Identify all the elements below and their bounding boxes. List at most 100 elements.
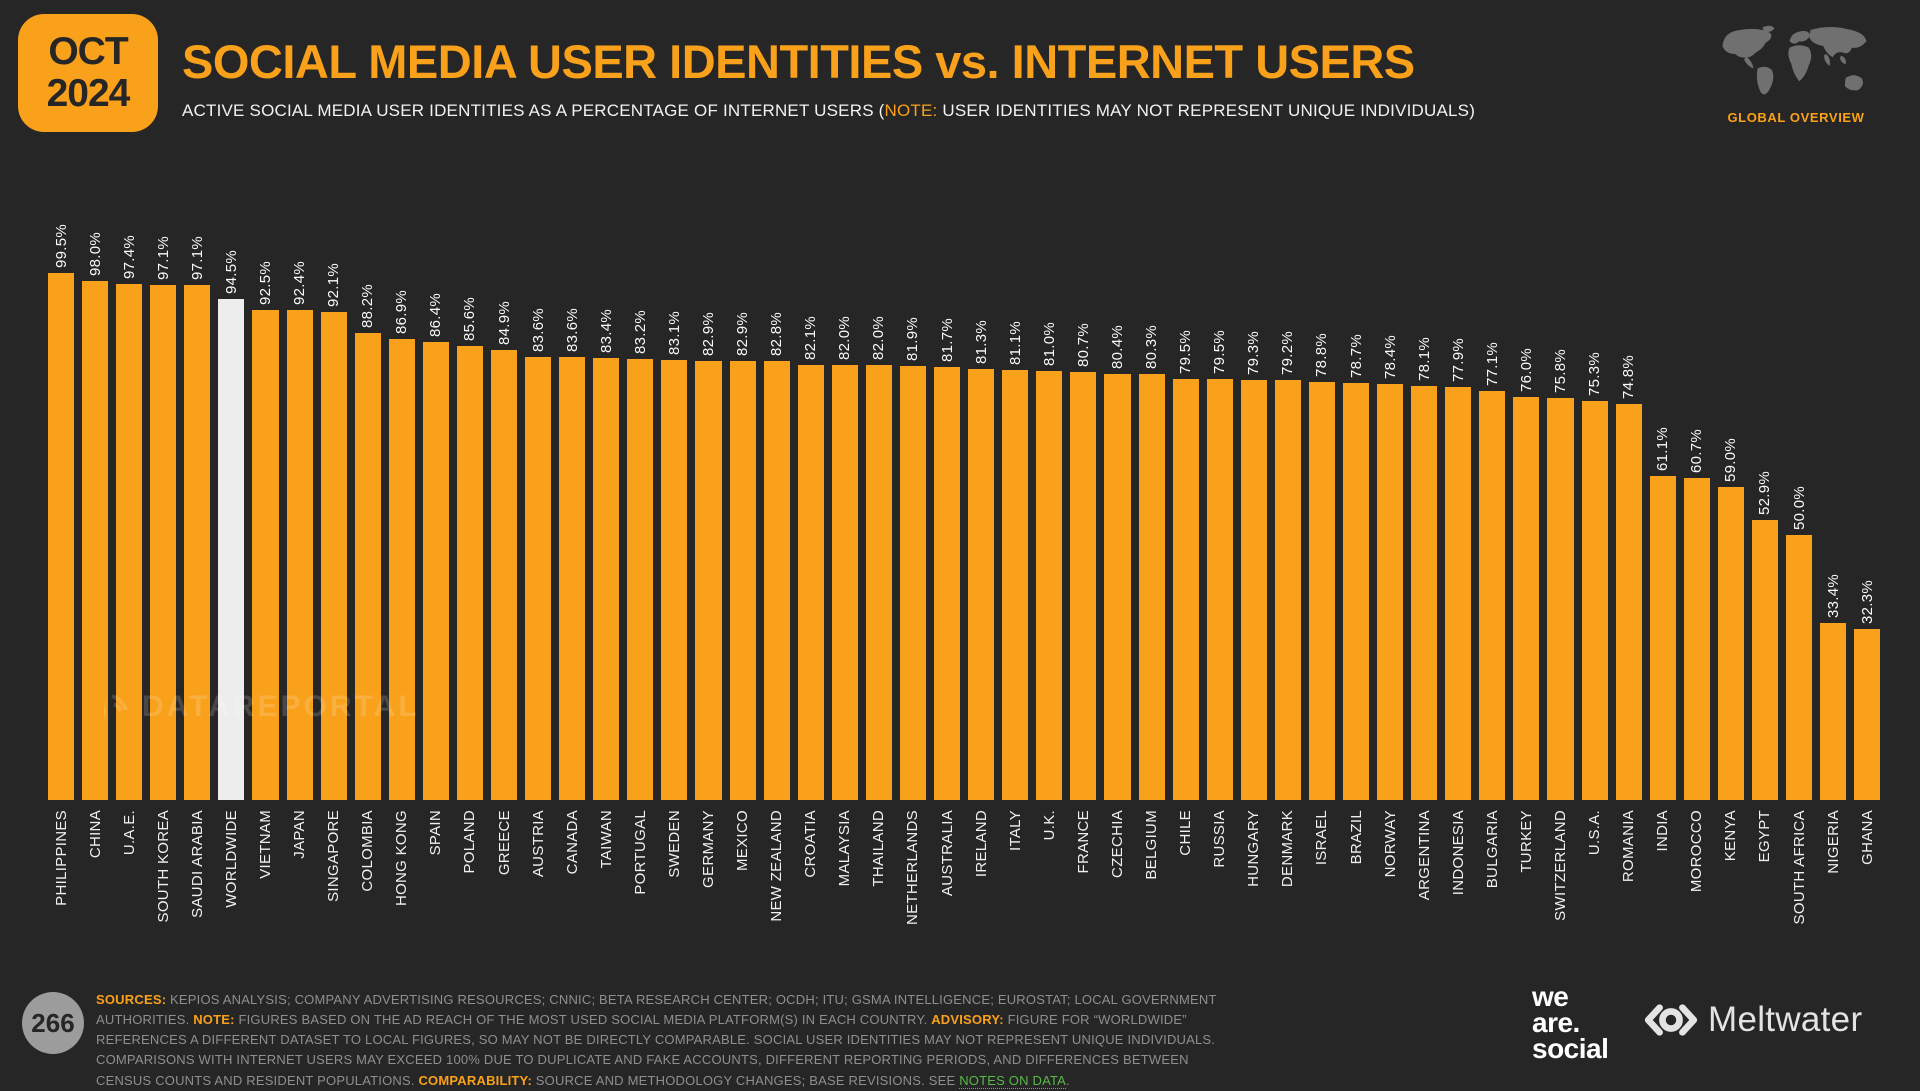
bar-country-label: GERMANY [700, 810, 718, 888]
bar-country-label: SWEDEN [665, 810, 683, 878]
bar-column: 92.1% [320, 263, 347, 800]
bar-value-label: 61.1% [1654, 426, 1672, 471]
notes-on-data-link[interactable]: NOTES ON DATA [959, 1072, 1067, 1089]
bar-column: 78.4% [1377, 334, 1404, 800]
bar [1138, 374, 1165, 800]
bar-column: 81.7% [934, 318, 961, 800]
bar-value-label: 82.8% [768, 311, 786, 356]
bar-country-label: ARGENTINA [1415, 810, 1433, 901]
bar-value-label: 78.8% [1313, 332, 1331, 377]
bar-column: 75.8% [1547, 349, 1574, 800]
bar [1751, 520, 1778, 800]
bar-country-label: ISRAEL [1313, 810, 1331, 866]
bar-country-label: CHINA [86, 810, 104, 859]
country-label-cell: SAUDI ARABIA [184, 810, 210, 988]
bar-column: 84.9% [491, 301, 518, 800]
bar [422, 342, 449, 800]
bar-value-label: 52.9% [1756, 470, 1774, 515]
bar-country-label: PHILIPPINES [52, 810, 70, 906]
bar-column: 82.9% [695, 311, 722, 800]
page-title: SOCIAL MEDIA USER IDENTITIES vs. INTERNE… [182, 35, 1415, 88]
bar-value-label: 33.4% [1824, 573, 1842, 618]
bar-country-label: SWITZERLAND [1551, 810, 1569, 921]
bar-value-label: 82.1% [802, 315, 820, 360]
bar-value-label: 81.3% [972, 319, 990, 364]
country-label-cell: SOUTH KOREA [150, 810, 176, 988]
country-label-cell: TAIWAN [593, 810, 619, 988]
country-labels: PHILIPPINES CHINA U.A.E. SOUTH KOREA SAUDI A… [48, 810, 1880, 988]
bar-value-label: 77.1% [1483, 341, 1501, 386]
bar [865, 365, 892, 800]
page-subtitle: ACTIVE SOCIAL MEDIA USER IDENTITIES AS A… [182, 101, 1475, 121]
bar [831, 365, 858, 800]
country-label-cell: SINGAPORE [321, 810, 347, 988]
footer-notes: SOURCES: KEPIOS ANALYSIS; COMPANY ADVERT… [96, 990, 1224, 1091]
bar-country-label: NEW ZEALAND [768, 810, 786, 922]
meltwater-eye-icon [1644, 1004, 1698, 1036]
bar-value-label: 83.6% [563, 307, 581, 352]
meltwater-wordmark: Meltwater [1708, 1000, 1863, 1039]
country-label-cell: CZECHIA [1104, 810, 1130, 988]
bar-country-label: FRANCE [1074, 810, 1092, 874]
bar-country-label: NETHERLANDS [904, 810, 922, 925]
bar-column: 74.8% [1615, 355, 1642, 800]
bar-value-label: 98.0% [86, 231, 104, 276]
bar [1274, 380, 1301, 800]
bar-value-label: 77.9% [1449, 337, 1467, 382]
bar-column: 94.5% [218, 250, 245, 800]
country-label-cell: MOROCCO [1684, 810, 1710, 988]
country-label-cell: CROATIA [798, 810, 824, 988]
bar-country-label: TAIWAN [597, 810, 615, 869]
bar [899, 366, 927, 800]
country-label-cell: BELGIUM [1139, 810, 1165, 988]
bar [1683, 478, 1710, 800]
bar-value-label: 92.5% [257, 260, 274, 305]
country-label-cell: GREECE [491, 810, 517, 988]
date-badge-year: 2024 [46, 72, 131, 115]
bar-value-label: 83.2% [631, 309, 649, 354]
bar [729, 361, 756, 800]
country-label-cell: U.A.E. [116, 810, 142, 988]
bar-value-label: 83.4% [597, 308, 615, 353]
bar-value-label: 78.4% [1381, 334, 1399, 379]
date-badge: OCT 2024 [18, 14, 158, 132]
bar-column: 99.5% [48, 224, 75, 800]
bar [1615, 404, 1642, 800]
bar-country-label: POLAND [461, 810, 479, 874]
bar-column: 92.4% [286, 261, 313, 800]
footer-note-label: ADVISORY: [931, 1012, 1004, 1028]
bar-country-label: KENYA [1722, 810, 1740, 862]
country-label-cell: RUSSIA [1207, 810, 1233, 988]
bar-value-label: 80.4% [1108, 324, 1126, 369]
we-are-social-logo: we are. social [1532, 983, 1609, 1062]
bar-country-label: SINGAPORE [325, 810, 343, 902]
bar-country-label: MOROCCO [1688, 810, 1706, 893]
country-label-cell: EGYPT [1752, 810, 1778, 988]
bar-value-label: 79.3% [1245, 330, 1263, 375]
bar-country-label: ITALY [1006, 810, 1024, 851]
country-label-cell: HONG KONG [389, 810, 415, 988]
country-label-cell: KENYA [1718, 810, 1744, 988]
country-label-cell: ARGENTINA [1411, 810, 1437, 988]
bar-country-label: CZECHIA [1108, 810, 1126, 878]
bar [1036, 371, 1063, 800]
bar-column: 32.3% [1854, 580, 1881, 800]
bar-value-label: 82.9% [700, 311, 718, 356]
bar-column: 52.9% [1751, 470, 1778, 800]
country-label-cell: ROMANIA [1616, 810, 1642, 988]
bar-column: 78.7% [1342, 334, 1370, 800]
bar [1717, 487, 1744, 800]
bar-value-label: 82.0% [870, 315, 888, 360]
bar-column: 78.8% [1308, 332, 1335, 800]
bar-country-label: CANADA [563, 810, 581, 875]
bar-column: 81.1% [1002, 321, 1029, 800]
bar-country-label: JAPAN [291, 810, 309, 859]
bar-value-label: 81.0% [1040, 321, 1058, 366]
bar [763, 361, 790, 800]
bar-column: 97.1% [184, 236, 211, 800]
bar-value-label: 82.9% [734, 311, 752, 356]
country-label-cell: HUNGARY [1241, 810, 1267, 988]
bar-country-label: BRAZIL [1347, 810, 1365, 865]
bar [1070, 372, 1097, 800]
country-label-cell: SPAIN [423, 810, 449, 988]
